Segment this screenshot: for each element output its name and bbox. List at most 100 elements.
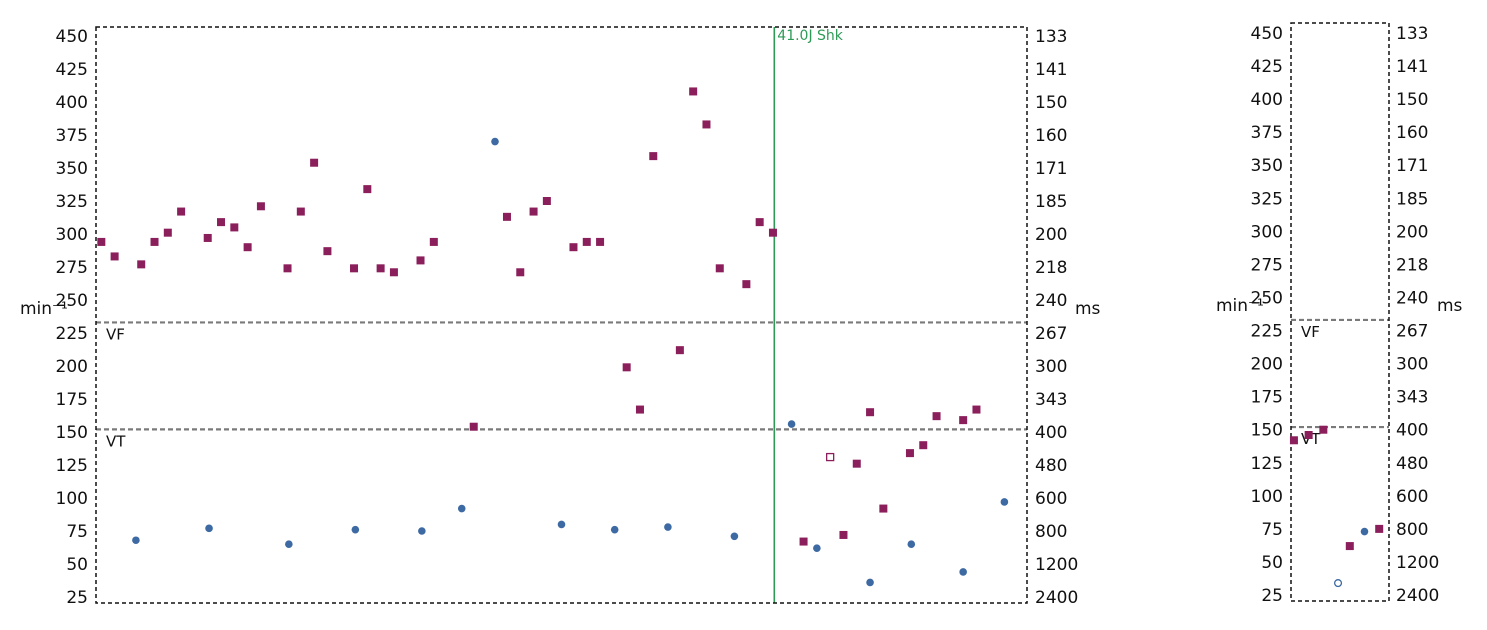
y-right-tick-label: 141 bbox=[1396, 57, 1428, 77]
y-right-tick-label: 240 bbox=[1396, 288, 1428, 308]
y-right-tick-label: 150 bbox=[1035, 93, 1067, 113]
y-left-tick-label: 150 bbox=[56, 423, 88, 443]
y-right-tick-label: 480 bbox=[1396, 454, 1428, 474]
data-point-square-aa bbox=[905, 449, 914, 458]
data-point-circle-vv bbox=[730, 532, 739, 541]
data-point-square-aa bbox=[376, 264, 385, 273]
data-point-square-aa bbox=[469, 422, 478, 431]
y-left-tick-label: 450 bbox=[56, 27, 88, 47]
y-left-tick-label: 275 bbox=[1251, 255, 1283, 275]
y-right-tick-label: 1200 bbox=[1396, 553, 1439, 573]
plot-frame bbox=[1290, 22, 1390, 602]
y-left-tick-label: 350 bbox=[56, 159, 88, 179]
data-point-circle-vv bbox=[491, 137, 499, 146]
data-point-circle-vv bbox=[813, 544, 821, 552]
data-point-square-aa bbox=[675, 346, 684, 355]
data-point-circle-vv bbox=[664, 523, 672, 531]
y-left-tick-label: 400 bbox=[1251, 90, 1283, 110]
y-right-tick-label: 2400 bbox=[1396, 586, 1439, 606]
data-point-square-aa bbox=[529, 207, 538, 216]
data-point-circle-vv bbox=[610, 525, 619, 534]
data-point-square-aa bbox=[323, 247, 332, 256]
data-point-square-aa bbox=[177, 207, 186, 216]
data-point-square-aa bbox=[866, 408, 875, 417]
y-right-tick-label: 267 bbox=[1396, 322, 1428, 342]
y-right-tick-label: 141 bbox=[1035, 60, 1067, 80]
data-point-circle-vv bbox=[557, 520, 566, 529]
data-point-square-aa bbox=[416, 256, 425, 265]
plot-frame bbox=[95, 26, 1028, 604]
y-right-unit-label: ms bbox=[1437, 296, 1463, 316]
data-point-circle-vv bbox=[907, 540, 916, 548]
y-right-tick-label: 218 bbox=[1396, 255, 1428, 275]
zone-label-vf: VF bbox=[1301, 323, 1320, 341]
data-point-square-aa bbox=[516, 268, 525, 277]
y-right-tick-label: 171 bbox=[1035, 159, 1067, 179]
y-left-tick-label: 200 bbox=[1251, 355, 1283, 375]
y-right-tick-label: 133 bbox=[1396, 24, 1428, 44]
y-left-tick-label: 75 bbox=[66, 522, 88, 542]
data-point-square-aa bbox=[363, 185, 372, 194]
data-point-square-aa bbox=[879, 504, 888, 513]
data-point-circle-vv bbox=[285, 540, 293, 548]
y-left-tick-label: 400 bbox=[56, 93, 88, 113]
data-point-square-aa bbox=[243, 243, 252, 252]
shock-label: 41.0J Shk bbox=[777, 28, 844, 44]
data-point-square-aa bbox=[972, 405, 981, 414]
y-left-tick-label: 175 bbox=[56, 390, 88, 410]
y-right-tick-label: 267 bbox=[1035, 324, 1067, 344]
data-point-open-circle-vv bbox=[1333, 579, 1343, 588]
data-point-square-aa bbox=[649, 152, 658, 161]
y-left-tick-label: 325 bbox=[1251, 189, 1283, 209]
data-point-square-aa bbox=[852, 459, 861, 468]
y-right-tick-label: 1200 bbox=[1035, 555, 1078, 575]
y-right-tick-label: 800 bbox=[1035, 522, 1067, 542]
data-point-square-aa bbox=[1289, 436, 1298, 445]
y-left-tick-label: 225 bbox=[56, 324, 88, 344]
data-point-square-aa bbox=[283, 264, 292, 273]
data-point-square-aa bbox=[137, 260, 146, 269]
data-point-square-aa bbox=[742, 280, 751, 289]
data-point-square-aa bbox=[919, 441, 928, 450]
y-right-tick-label: 343 bbox=[1035, 390, 1067, 410]
y-left-tick-label: 375 bbox=[56, 126, 88, 146]
data-point-square-aa bbox=[97, 237, 106, 246]
data-point-square-aa bbox=[635, 405, 644, 414]
y-right-tick-label: 400 bbox=[1035, 423, 1067, 443]
chart-panel-2: VFVT450425400375350325300275250225200175… bbox=[1216, 22, 1463, 606]
data-point-circle-vv bbox=[959, 568, 967, 576]
y-right-tick-label: 200 bbox=[1035, 225, 1067, 245]
y-left-tick-label: 150 bbox=[1251, 421, 1283, 441]
y-right-tick-label: 171 bbox=[1396, 156, 1428, 176]
y-left-tick-label: 200 bbox=[56, 357, 88, 377]
data-point-square-aa bbox=[256, 202, 265, 211]
y-right-tick-label: 600 bbox=[1035, 489, 1067, 509]
y-right-tick-label: 160 bbox=[1396, 123, 1428, 143]
data-point-square-aa bbox=[542, 197, 551, 205]
y-left-tick-label: 450 bbox=[1251, 24, 1283, 44]
y-left-tick-label: 125 bbox=[56, 456, 88, 476]
y-left-tick-label: 100 bbox=[56, 489, 88, 509]
y-left-tick-label: 275 bbox=[56, 258, 88, 278]
data-point-square-aa bbox=[350, 264, 359, 273]
data-point-circle-vv bbox=[1360, 527, 1369, 536]
y-left-tick-label: 50 bbox=[66, 555, 88, 575]
y-left-tick-label: 175 bbox=[1251, 388, 1283, 408]
data-point-square-aa bbox=[622, 363, 631, 372]
y-right-tick-label: 218 bbox=[1035, 258, 1067, 278]
data-point-square-aa bbox=[110, 252, 119, 261]
y-left-tick-label: 100 bbox=[1251, 487, 1283, 507]
chart-panel-1: VF VT 41.0J Shk 450 425 400 375 350 325 300 275 250… bbox=[20, 26, 1101, 608]
data-point-circle-vv bbox=[205, 524, 213, 533]
data-point-square-aa bbox=[1345, 542, 1354, 551]
data-point-square-aa bbox=[502, 212, 511, 221]
y-right-tick-label: 2400 bbox=[1035, 588, 1078, 608]
data-point-square-aa bbox=[150, 237, 159, 246]
data-point-open-square-aa bbox=[826, 452, 835, 462]
data-point-square-aa bbox=[768, 228, 777, 237]
y-left-tick-label: 25 bbox=[1261, 586, 1283, 606]
data-point-square-aa bbox=[689, 87, 698, 96]
y-left-tick-label: 425 bbox=[1251, 57, 1283, 77]
y-right-tick-label: 600 bbox=[1396, 487, 1428, 507]
